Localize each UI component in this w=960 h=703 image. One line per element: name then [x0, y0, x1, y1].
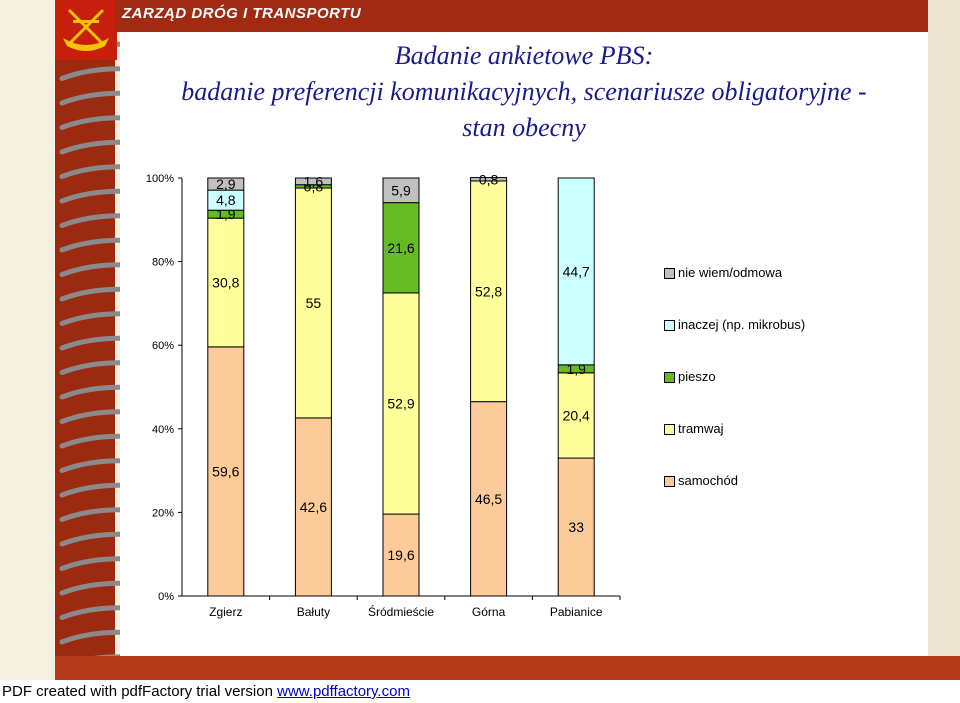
- boat-oars-icon: [63, 8, 109, 51]
- title-line-3: stan obecny: [462, 113, 586, 142]
- bar-segment-nie_wiem: [382, 177, 420, 204]
- data-label: 21,6: [387, 240, 414, 256]
- bar-segment-inaczej: [557, 177, 595, 366]
- title-line-1: Badanie ankietowe PBS:: [394, 41, 654, 70]
- x-tick-label: Bałuty: [297, 605, 330, 619]
- bar-segment-tramwaj: [382, 292, 420, 515]
- x-tick-label: Śródmieście: [368, 604, 434, 619]
- x-tick-label: Zgierz: [209, 605, 242, 619]
- data-label: 52,9: [387, 396, 414, 412]
- legend-swatch: [664, 268, 675, 279]
- data-label: 42,6: [300, 499, 327, 515]
- legend-swatch: [664, 320, 675, 331]
- x-tick-label: Górna: [472, 605, 506, 619]
- bar-segment-nie_wiem: [470, 177, 508, 182]
- y-tick-label: 0%: [158, 591, 174, 603]
- bar-segment-samochod: [557, 457, 595, 597]
- data-label: 55: [306, 295, 322, 311]
- bottom-band: [55, 656, 960, 680]
- data-label: 4,8: [216, 192, 236, 208]
- bar-segment-tramwaj: [470, 180, 508, 403]
- logo: [55, 0, 117, 60]
- footer-link[interactable]: www.pdffactory.com: [277, 683, 410, 700]
- y-tick-label: 60%: [152, 340, 174, 352]
- right-decorative-strip: [928, 0, 960, 680]
- legend-label: nie wiem/odmowa: [678, 265, 783, 280]
- data-label: 2,9: [216, 176, 236, 192]
- bar-segment-nie_wiem: [294, 177, 332, 186]
- y-tick-label: 100%: [146, 173, 174, 185]
- title-line-2: badanie preferencji komunikacyjnych, sce…: [181, 77, 867, 106]
- bar-segment-samochod: [207, 346, 245, 597]
- legend-swatch: [664, 424, 675, 435]
- y-tick-label: 20%: [152, 507, 174, 519]
- legend-label: samochód: [678, 473, 738, 488]
- data-label: 46,5: [475, 491, 502, 507]
- footer: PDF created with pdfFactory trial versio…: [2, 683, 410, 700]
- legend: [650, 246, 860, 506]
- data-label: 52,8: [475, 283, 502, 299]
- banner-title: ZARZĄD DRÓG I TRANSPORTU: [122, 5, 362, 22]
- y-tick-label: 40%: [152, 424, 174, 436]
- bar-segment-samochod: [382, 513, 420, 597]
- data-label: 33: [568, 519, 584, 535]
- bar-segment-tramwaj: [294, 187, 332, 419]
- legend-swatch: [664, 372, 675, 383]
- bar-segment-tramwaj: [207, 217, 245, 348]
- data-label: 5,9: [391, 182, 411, 198]
- bar-segment-samochod: [470, 401, 508, 597]
- x-tick-label: Pabianice: [550, 605, 603, 619]
- bar-segment-tramwaj: [557, 372, 595, 459]
- data-label: 1,6: [304, 173, 324, 189]
- data-label: 0,8: [479, 171, 499, 187]
- bar-segment-samochod: [294, 417, 332, 597]
- data-label: 30,8: [212, 275, 239, 291]
- data-label: 44,7: [563, 263, 590, 279]
- legend-label: inaczej (np. mikrobus): [678, 317, 806, 332]
- bar-segment-nie_wiem: [207, 177, 245, 191]
- data-label: 20,4: [563, 407, 590, 423]
- legend-label: tramwaj: [678, 421, 724, 436]
- footer-text: PDF created with pdfFactory trial versio…: [2, 683, 278, 700]
- y-tick-label: 80%: [152, 257, 174, 269]
- legend-label: pieszo: [678, 369, 716, 384]
- data-label: 19,6: [387, 547, 414, 563]
- data-label: 59,6: [212, 463, 239, 479]
- header-banner: [115, 0, 960, 32]
- legend-swatch: [664, 476, 675, 487]
- chart-title: Badanie ankietowe PBS: badanie preferenc…: [120, 38, 928, 146]
- bar-segment-pieszo: [382, 202, 420, 294]
